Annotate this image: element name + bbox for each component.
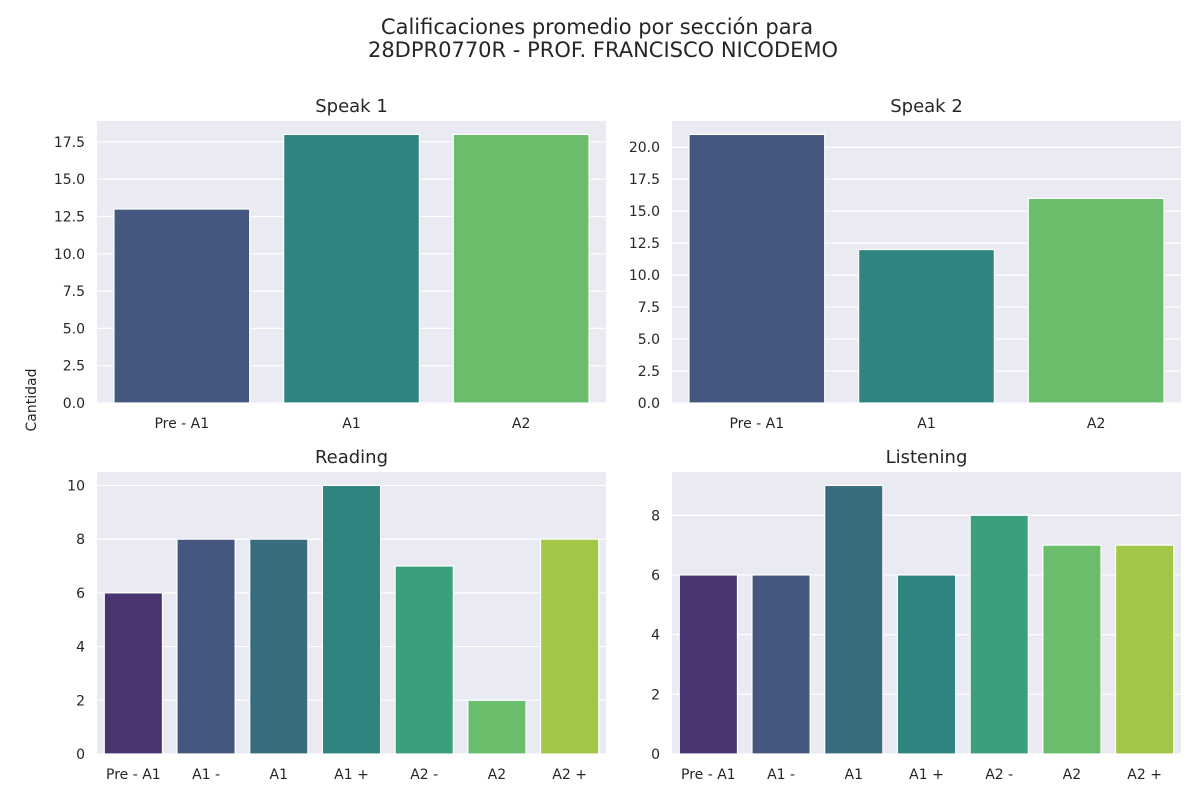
subplot-title: Speak 2 — [890, 96, 963, 117]
bar-a1-plus — [321, 484, 382, 755]
x-tick-label: A1 - — [192, 767, 220, 783]
x-tick-label: A2 — [1063, 767, 1081, 783]
x-tick-label: A2 - — [410, 767, 438, 783]
bar-a1-minus — [176, 538, 236, 755]
y-tick-label: 6 — [651, 568, 660, 584]
bar-pre-minus-a1 — [678, 574, 739, 755]
bar-pre-minus-a1 — [688, 133, 826, 404]
x-tick-label: A1 + — [909, 767, 944, 783]
x-tick-label: A1 - — [767, 767, 795, 783]
x-tick-label: Pre - A1 — [729, 416, 784, 432]
bar-a2 — [467, 699, 527, 755]
y-tick-label: 10 — [67, 478, 85, 494]
x-tick-label: A2 — [1087, 416, 1105, 432]
bar-a2-minus — [394, 565, 454, 755]
y-tick-label: 5.0 — [63, 321, 85, 337]
bar-pre-minus-a1 — [113, 208, 251, 404]
y-tick-label: 15.0 — [54, 172, 85, 188]
y-tick-label: 5.0 — [638, 332, 660, 348]
subplot-title: Reading — [315, 447, 388, 468]
x-tick-label: A2 + — [1127, 767, 1162, 783]
figure-title-line-1: Calificaciones promedio por sección para — [381, 15, 813, 39]
bar-a2 — [452, 133, 590, 404]
bar-a1 — [249, 538, 309, 755]
subplot-listening: 0 2 4 6 8 Pre - A1 A1 - A1 A1 + A2 - A2 A2 + Listeni… — [651, 447, 1181, 783]
x-tick-label: A2 - — [985, 767, 1013, 783]
bar-a2 — [1042, 544, 1102, 755]
x-tick-label: A1 — [917, 416, 935, 432]
bar-a1-minus — [751, 574, 811, 755]
y-tick-label: 12.5 — [629, 236, 660, 252]
y-tick-label: 0.0 — [63, 396, 85, 412]
bar-a1 — [283, 133, 420, 404]
bar-a2 — [1027, 197, 1165, 404]
y-tick-label: 7.5 — [63, 284, 85, 300]
subplot-speak-1: 0.0 2.5 5.0 7.5 10.0 12.5 15.0 17.5 Pre - A1 A1 A2… — [54, 96, 606, 432]
bar-a2-minus — [969, 514, 1029, 755]
y-axis-label: Cantidad — [24, 369, 40, 432]
x-tick-label: A1 + — [334, 767, 369, 783]
y-tick-label: 17.5 — [54, 135, 85, 151]
x-tick-label: A2 — [488, 767, 506, 783]
subplot-title: Speak 1 — [315, 96, 388, 117]
x-tick-label: A2 — [512, 416, 530, 432]
bar-a1 — [858, 248, 995, 404]
y-tick-label: 8 — [651, 508, 660, 524]
y-tick-label: 20.0 — [629, 140, 660, 156]
y-tick-label: 12.5 — [54, 209, 85, 225]
y-tick-label: 2.5 — [63, 359, 85, 375]
y-tick-label: 0 — [651, 747, 660, 763]
y-tick-label: 6 — [76, 586, 85, 602]
y-tick-label: 2.5 — [638, 364, 660, 380]
y-tick-label: 2 — [651, 687, 660, 703]
y-tick-label: 4 — [651, 628, 660, 644]
figure-title-line-2: 28DPR0770R - PROF. FRANCISCO NICODEMO — [368, 38, 838, 62]
subplot-reading: 0 2 4 6 8 10 Pre - A1 A1 - A1 A1 + A2 - A2 A2 + Readi… — [67, 447, 606, 783]
y-tick-label: 17.5 — [629, 172, 660, 188]
y-tick-label: 8 — [76, 532, 85, 548]
y-tick-label: 0 — [76, 747, 85, 763]
y-tick-label: 0.0 — [638, 396, 660, 412]
y-tick-label: 7.5 — [638, 300, 660, 316]
y-tick-label: 10.0 — [54, 247, 85, 263]
x-tick-label: Pre - A1 — [681, 767, 736, 783]
x-tick-label: Pre - A1 — [106, 767, 161, 783]
bar-pre-minus-a1 — [103, 592, 164, 755]
bar-a1 — [824, 484, 884, 755]
subplot-title: Listening — [886, 447, 968, 468]
y-tick-label: 4 — [76, 640, 85, 656]
bar-a2-plus — [1114, 544, 1175, 755]
x-tick-label: A2 + — [552, 767, 587, 783]
x-tick-label: A1 — [270, 767, 288, 783]
y-tick-label: 15.0 — [629, 204, 660, 220]
x-tick-label: Pre - A1 — [154, 416, 209, 432]
y-tick-label: 2 — [76, 693, 85, 709]
x-tick-label: A1 — [342, 416, 360, 432]
x-tick-label: A1 — [845, 767, 863, 783]
y-tick-label: 10.0 — [629, 268, 660, 284]
bar-a1-plus — [896, 574, 957, 755]
subplot-speak-2: 0.0 2.5 5.0 7.5 10.0 12.5 15.0 17.5 20.0 Pre - A1… — [629, 96, 1181, 432]
bar-a2-plus — [539, 538, 600, 755]
